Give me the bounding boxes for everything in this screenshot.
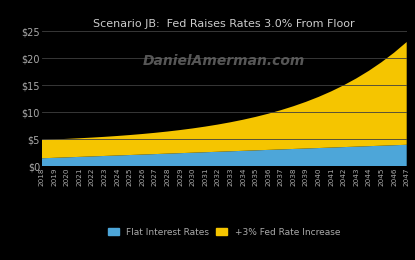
Title: Scenario JB:  Fed Raises Rates 3.0% From Floor: Scenario JB: Fed Raises Rates 3.0% From … [93,19,355,29]
Legend: Flat Interest Rates, +3% Fed Rate Increase: Flat Interest Rates, +3% Fed Rate Increa… [105,224,344,240]
Text: DanielAmerman.com: DanielAmerman.com [143,54,305,68]
